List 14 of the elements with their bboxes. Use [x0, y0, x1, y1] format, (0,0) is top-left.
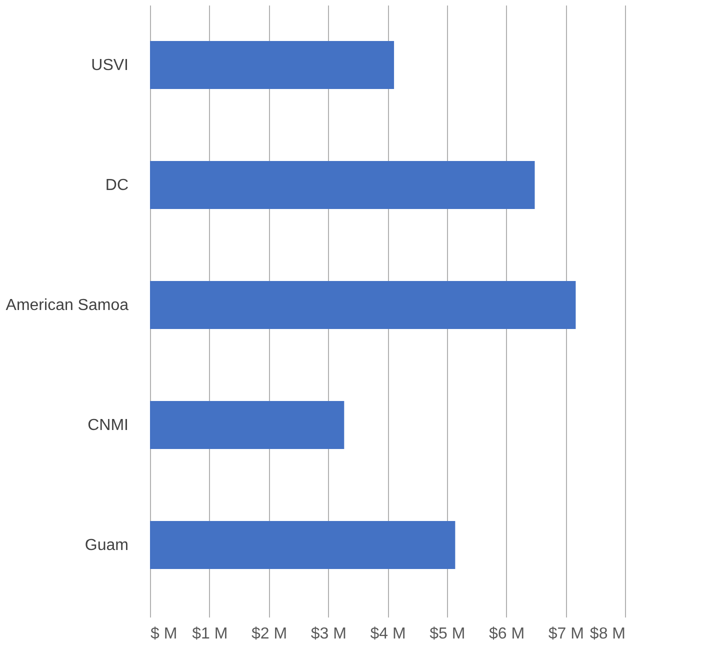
x-tick-label: $7 M — [548, 626, 584, 642]
x-tick-label: $6 M — [488, 626, 525, 642]
y-tick-label: CNMI — [88, 417, 128, 434]
y-tick-label: DC — [105, 177, 128, 194]
x-tick-label: $ M — [150, 626, 178, 642]
x-tick-label: $8 M — [590, 626, 626, 642]
y-tick-label: American Samoa — [6, 297, 129, 314]
x-tick-label: $4 M — [370, 626, 406, 642]
x-tick-label: $3 M — [310, 626, 346, 642]
x-tick-label: $2 M — [251, 626, 288, 642]
y-tick-label: Guam — [84, 537, 128, 554]
x-tick-label: $1 M — [192, 626, 228, 642]
y-tick-label: USVI — [91, 57, 128, 74]
x-tick-label: $5 M — [430, 626, 466, 642]
